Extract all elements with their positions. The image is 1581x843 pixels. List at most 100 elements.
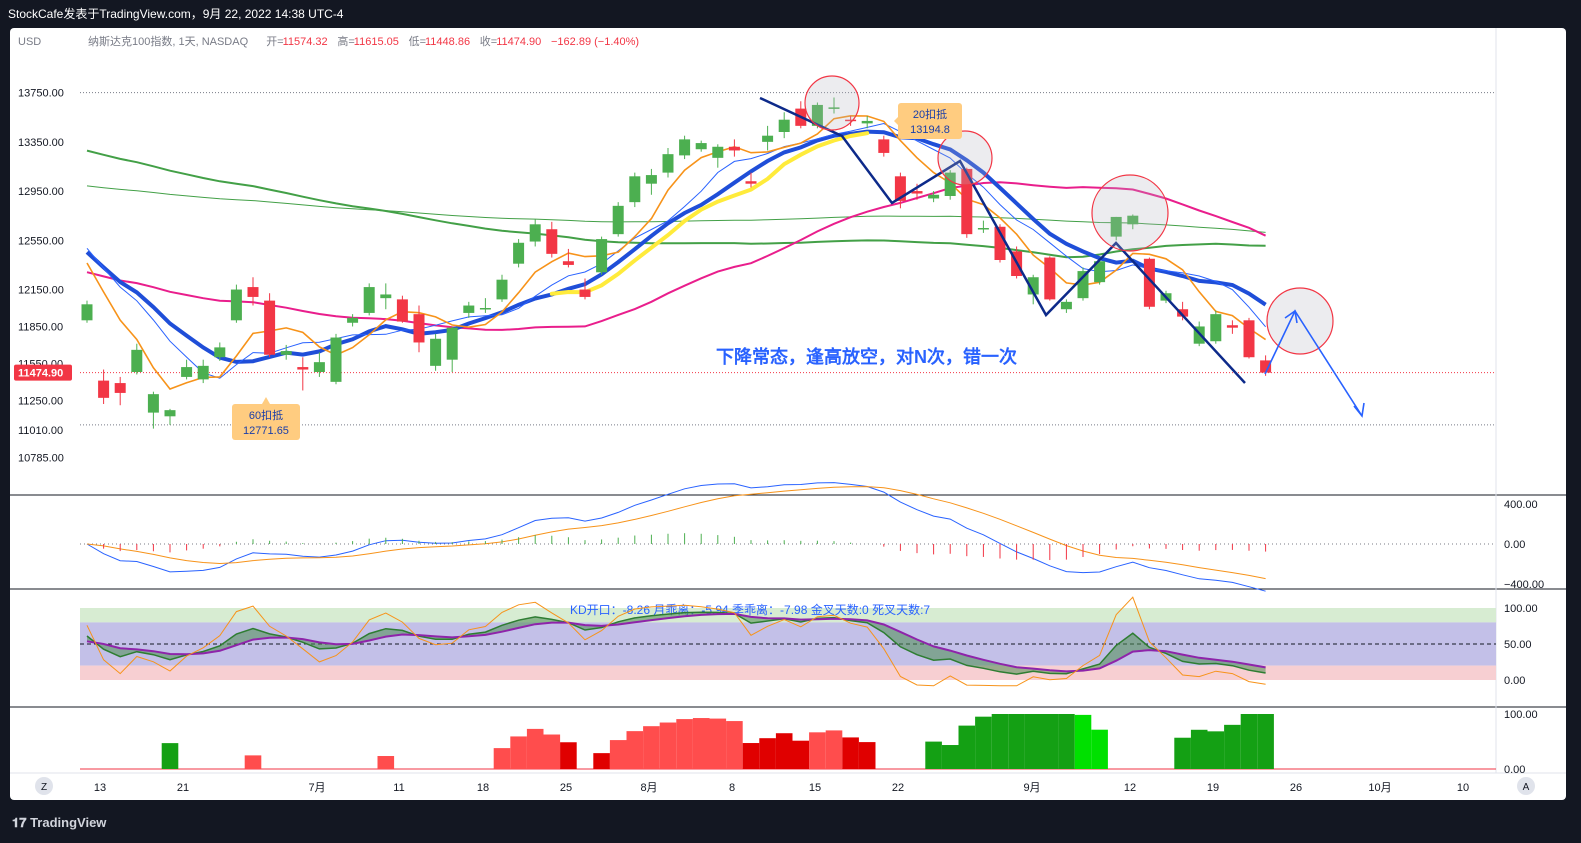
time-tick: 15: [809, 782, 821, 794]
callout-1-title: 60扣抵: [249, 408, 283, 422]
candle-body[interactable]: [1094, 261, 1106, 283]
candle-body[interactable]: [911, 191, 923, 194]
time-tick: 9月: [1023, 782, 1040, 794]
candle-body[interactable]: [645, 175, 657, 184]
candle-body[interactable]: [596, 239, 608, 273]
candle-body[interactable]: [463, 305, 475, 313]
candle-body[interactable]: [147, 394, 159, 413]
high-value: 11615.05: [354, 36, 399, 48]
candle-body[interactable]: [396, 299, 408, 322]
candle-body[interactable]: [81, 304, 93, 321]
candle-body[interactable]: [828, 107, 840, 109]
candle-body[interactable]: [98, 380, 110, 398]
candle-body[interactable]: [712, 146, 724, 158]
z-button[interactable]: [35, 777, 53, 795]
candle-body[interactable]: [230, 289, 242, 321]
candle-body[interactable]: [479, 308, 491, 310]
candle-body[interactable]: [762, 135, 774, 142]
candle-body[interactable]: [529, 224, 541, 242]
time-tick: 25: [560, 782, 572, 794]
candle-body[interactable]: [994, 226, 1006, 260]
osc-bar: [1240, 714, 1258, 769]
candle-body[interactable]: [181, 367, 193, 377]
candle-body[interactable]: [1127, 215, 1139, 225]
osc-bar: [858, 742, 876, 769]
ma-30-line: [86, 181, 1267, 331]
candle-body[interactable]: [1226, 325, 1238, 328]
candle-body[interactable]: [430, 338, 442, 366]
candle-body[interactable]: [944, 172, 956, 196]
candle-body[interactable]: [1243, 320, 1255, 358]
candle-body[interactable]: [280, 351, 292, 355]
candle-body[interactable]: [662, 154, 674, 173]
candle-body[interactable]: [1143, 258, 1155, 307]
candle-body[interactable]: [347, 317, 359, 323]
candle-body[interactable]: [562, 261, 574, 265]
candle-body[interactable]: [297, 367, 309, 370]
chart-canvas[interactable]: USD 纳斯达克100指数, 1天, NASDAQ 开=11574.32 高=1161…: [10, 28, 1566, 800]
candle-body[interactable]: [728, 146, 740, 151]
candle-body[interactable]: [380, 294, 392, 299]
callout-2-title: 20扣抵: [913, 107, 947, 121]
osc-bar: [1091, 729, 1108, 769]
candle-body[interactable]: [214, 347, 226, 358]
candle-body[interactable]: [695, 143, 707, 150]
time-tick: 7月: [308, 782, 325, 794]
candle-body[interactable]: [1110, 216, 1122, 237]
osc-bar: [692, 718, 710, 769]
kd-tick: 50.00: [1504, 639, 1532, 651]
candle-body[interactable]: [247, 287, 259, 297]
ma-120-line: [86, 185, 1266, 233]
candle-body[interactable]: [1060, 301, 1072, 310]
candle-body[interactable]: [1260, 360, 1272, 373]
time-tick: 18: [477, 782, 489, 794]
candle-body[interactable]: [264, 300, 276, 355]
tradingview-logo[interactable]: 𝟏𝟕 TradingView: [12, 803, 106, 843]
candle-body[interactable]: [197, 365, 209, 380]
candle-body[interactable]: [313, 362, 325, 372]
candle-body[interactable]: [977, 228, 989, 230]
candle-body[interactable]: [928, 194, 940, 199]
candle-body[interactable]: [861, 120, 873, 124]
candle-body[interactable]: [612, 205, 624, 235]
candle-body[interactable]: [546, 229, 558, 254]
tv-logo-icon: 𝟏𝟕: [12, 815, 31, 830]
candle-body[interactable]: [1177, 309, 1189, 317]
kd-fill-area: [87, 612, 1266, 675]
auto-scale-button[interactable]: [1517, 777, 1535, 795]
candle-body[interactable]: [579, 289, 591, 297]
footer-bar: 𝟏𝟕 TradingView: [0, 803, 1581, 843]
candle-body[interactable]: [114, 383, 126, 393]
time-tick: 26: [1290, 782, 1302, 794]
candle-body[interactable]: [1027, 277, 1039, 295]
candle-body[interactable]: [131, 349, 143, 372]
candle-body[interactable]: [1210, 314, 1222, 342]
osc-bar: [244, 755, 262, 769]
kd-oversold-band: [80, 665, 1496, 680]
osc-bar: [161, 743, 179, 769]
candle-body[interactable]: [1077, 271, 1089, 299]
osc-bar: [991, 714, 1009, 769]
osc-bar: [593, 753, 610, 769]
candle-body[interactable]: [164, 410, 176, 417]
candle-body[interactable]: [745, 181, 757, 184]
candle-body[interactable]: [446, 327, 458, 360]
candle-body[interactable]: [961, 168, 973, 235]
candle-body[interactable]: [845, 119, 857, 122]
candle-body[interactable]: [413, 314, 425, 343]
candle-body[interactable]: [778, 119, 790, 132]
zigzag-line: [759, 96, 1246, 384]
candle-body[interactable]: [679, 139, 691, 156]
candle-body[interactable]: [513, 242, 525, 264]
candle-body[interactable]: [363, 287, 375, 313]
candle-body[interactable]: [811, 104, 823, 126]
candle-body[interactable]: [894, 176, 906, 201]
osc-bar: [792, 740, 810, 769]
candle-body[interactable]: [878, 139, 890, 153]
candle-body[interactable]: [496, 279, 508, 300]
osc-bar: [1058, 714, 1075, 769]
macd-tick: 400.00: [1504, 499, 1538, 511]
candle-body[interactable]: [629, 176, 641, 203]
candle-body[interactable]: [1044, 257, 1056, 300]
candle-body[interactable]: [330, 337, 342, 382]
